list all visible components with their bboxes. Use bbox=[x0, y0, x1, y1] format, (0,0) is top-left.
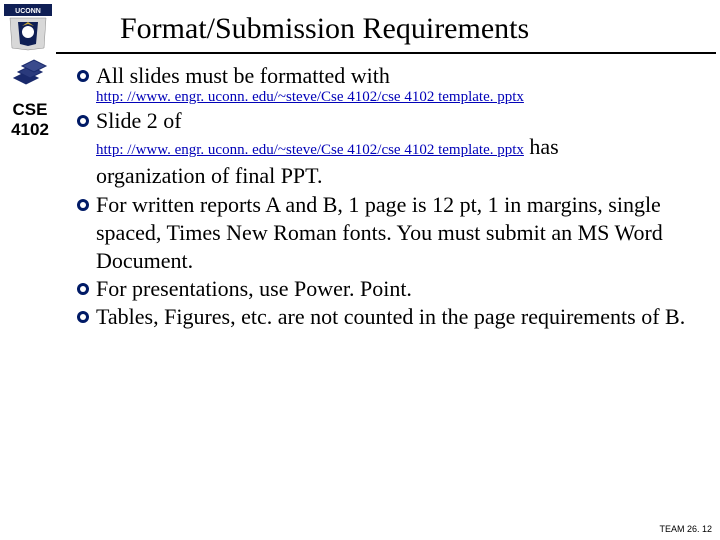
list-item: http: //www. engr. uconn. edu/~steve/Cse… bbox=[70, 88, 710, 106]
bullet-spacer bbox=[70, 162, 96, 170]
list-item: For written reports A and B, 1 page is 1… bbox=[70, 191, 710, 275]
item-text: For presentations, use Power. Point. bbox=[96, 275, 412, 303]
list-item: All slides must be formatted with bbox=[70, 62, 710, 90]
template-link[interactable]: http: //www. engr. uconn. edu/~steve/Cse… bbox=[96, 89, 524, 105]
item-text: Slide 2 of bbox=[96, 107, 182, 135]
item-text: For written reports A and B, 1 page is 1… bbox=[96, 191, 696, 275]
stack-icon bbox=[4, 54, 52, 94]
bullet-icon bbox=[70, 62, 96, 82]
item-text: organization of final PPT. bbox=[96, 162, 322, 190]
bullet-icon bbox=[70, 275, 96, 295]
item-text: All slides must be formatted with bbox=[96, 62, 390, 90]
content-list: All slides must be formatted with http: … bbox=[70, 62, 710, 331]
course-label: CSE 4102 bbox=[6, 100, 54, 139]
trail-text: has bbox=[524, 134, 559, 159]
template-link[interactable]: http: //www. engr. uconn. edu/~steve/Cse… bbox=[96, 142, 524, 158]
list-item: http: //www. engr. uconn. edu/~steve/Cse… bbox=[70, 133, 710, 161]
bullet-icon bbox=[70, 107, 96, 127]
logo-area: UCONN bbox=[4, 4, 54, 99]
footer-text: TEAM 26. 12 bbox=[659, 524, 712, 534]
bullet-icon bbox=[70, 191, 96, 211]
list-item: Tables, Figures, etc. are not counted in… bbox=[70, 303, 710, 331]
uconn-logo: UCONN bbox=[4, 4, 52, 52]
course-line2: 4102 bbox=[6, 120, 54, 140]
item-text: Tables, Figures, etc. are not counted in… bbox=[96, 303, 685, 331]
list-item: Slide 2 of bbox=[70, 107, 710, 135]
svg-text:UCONN: UCONN bbox=[15, 8, 41, 15]
list-item: For presentations, use Power. Point. bbox=[70, 275, 710, 303]
page-title: Format/Submission Requirements bbox=[120, 12, 529, 46]
course-line1: CSE bbox=[6, 100, 54, 120]
list-item: organization of final PPT. bbox=[70, 162, 710, 190]
title-underline bbox=[56, 52, 716, 54]
bullet-icon bbox=[70, 303, 96, 323]
